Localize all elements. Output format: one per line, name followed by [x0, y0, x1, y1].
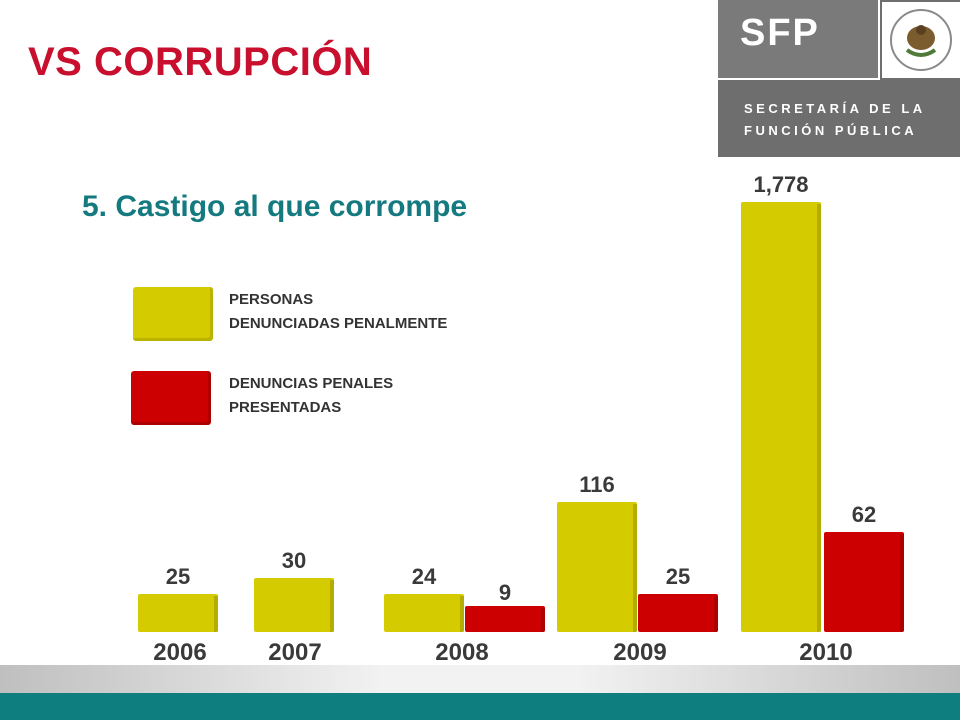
data-label-2008-personas: 24 [412, 564, 437, 589]
x-tick-label-2007: 2007 [268, 639, 321, 665]
legend-swatch-denuncias [131, 371, 211, 425]
data-label-2006-personas: 25 [166, 564, 190, 589]
bar-2009-denuncias [638, 594, 718, 632]
page-title: VS CORRUPCIÓN [28, 40, 373, 84]
data-label-2009-personas: 116 [579, 472, 615, 497]
sfp-logo: SFP SECRETARÍA DE LA FUNCIÓN PÚBLICA [718, 0, 960, 157]
logo-line-1: SECRETARÍA DE LA [744, 101, 926, 116]
bar-2010-personas [741, 202, 821, 632]
bar-2010-denuncias [824, 532, 904, 632]
logo-acronym-box: SFP [718, 0, 880, 80]
mexico-seal-icon [882, 2, 960, 78]
bar-2008-denuncias [465, 606, 545, 632]
x-tick-label-2010: 2010 [799, 639, 852, 665]
footer-teal-band [0, 693, 960, 720]
logo-line-2: FUNCIÓN PÚBLICA [744, 123, 918, 138]
bar-chart: 25 2006 30 2007 24 9 2008 116 25 2009 1,778 62 2010 [138, 172, 904, 665]
legend-label-denuncias: DENUNCIAS PENALES PRESENTADAS [229, 375, 394, 416]
data-label-2007-personas: 30 [282, 548, 306, 573]
x-tick-label-2008: 2008 [435, 639, 488, 665]
bar-2006-personas [138, 594, 218, 632]
x-tick-label-2006: 2006 [153, 639, 206, 665]
legend-swatch-personas [133, 287, 213, 341]
logo-agency-name: SECRETARÍA DE LA FUNCIÓN PÚBLICA [744, 98, 926, 142]
bar-2008-personas [384, 594, 464, 632]
bar-2009-personas [557, 502, 637, 632]
data-label-2009-denuncias: 25 [666, 564, 690, 589]
bar-2007-personas [254, 578, 334, 632]
data-label-2010-denuncias: 62 [852, 502, 876, 527]
legend-label-personas: PERSONAS DENUNCIADAS PENALMENTE [229, 291, 448, 332]
x-tick-label-2009: 2009 [613, 639, 666, 665]
data-label-2008-denuncias: 9 [499, 580, 511, 605]
logo-acronym: SFP [740, 12, 820, 54]
chart-subtitle: 5. Castigo al que corrompe [82, 190, 468, 223]
footer-gray-band [0, 665, 960, 693]
data-label-2010-personas: 1,778 [753, 172, 808, 197]
